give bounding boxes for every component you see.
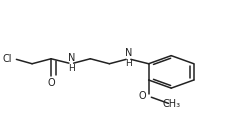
Text: O: O	[47, 78, 55, 88]
Text: N: N	[125, 48, 132, 58]
Text: CH₃: CH₃	[162, 99, 180, 109]
Text: N: N	[68, 53, 75, 63]
Text: H: H	[68, 64, 75, 73]
Text: O: O	[138, 91, 146, 101]
Text: H: H	[125, 59, 132, 68]
Text: Cl: Cl	[2, 54, 12, 64]
